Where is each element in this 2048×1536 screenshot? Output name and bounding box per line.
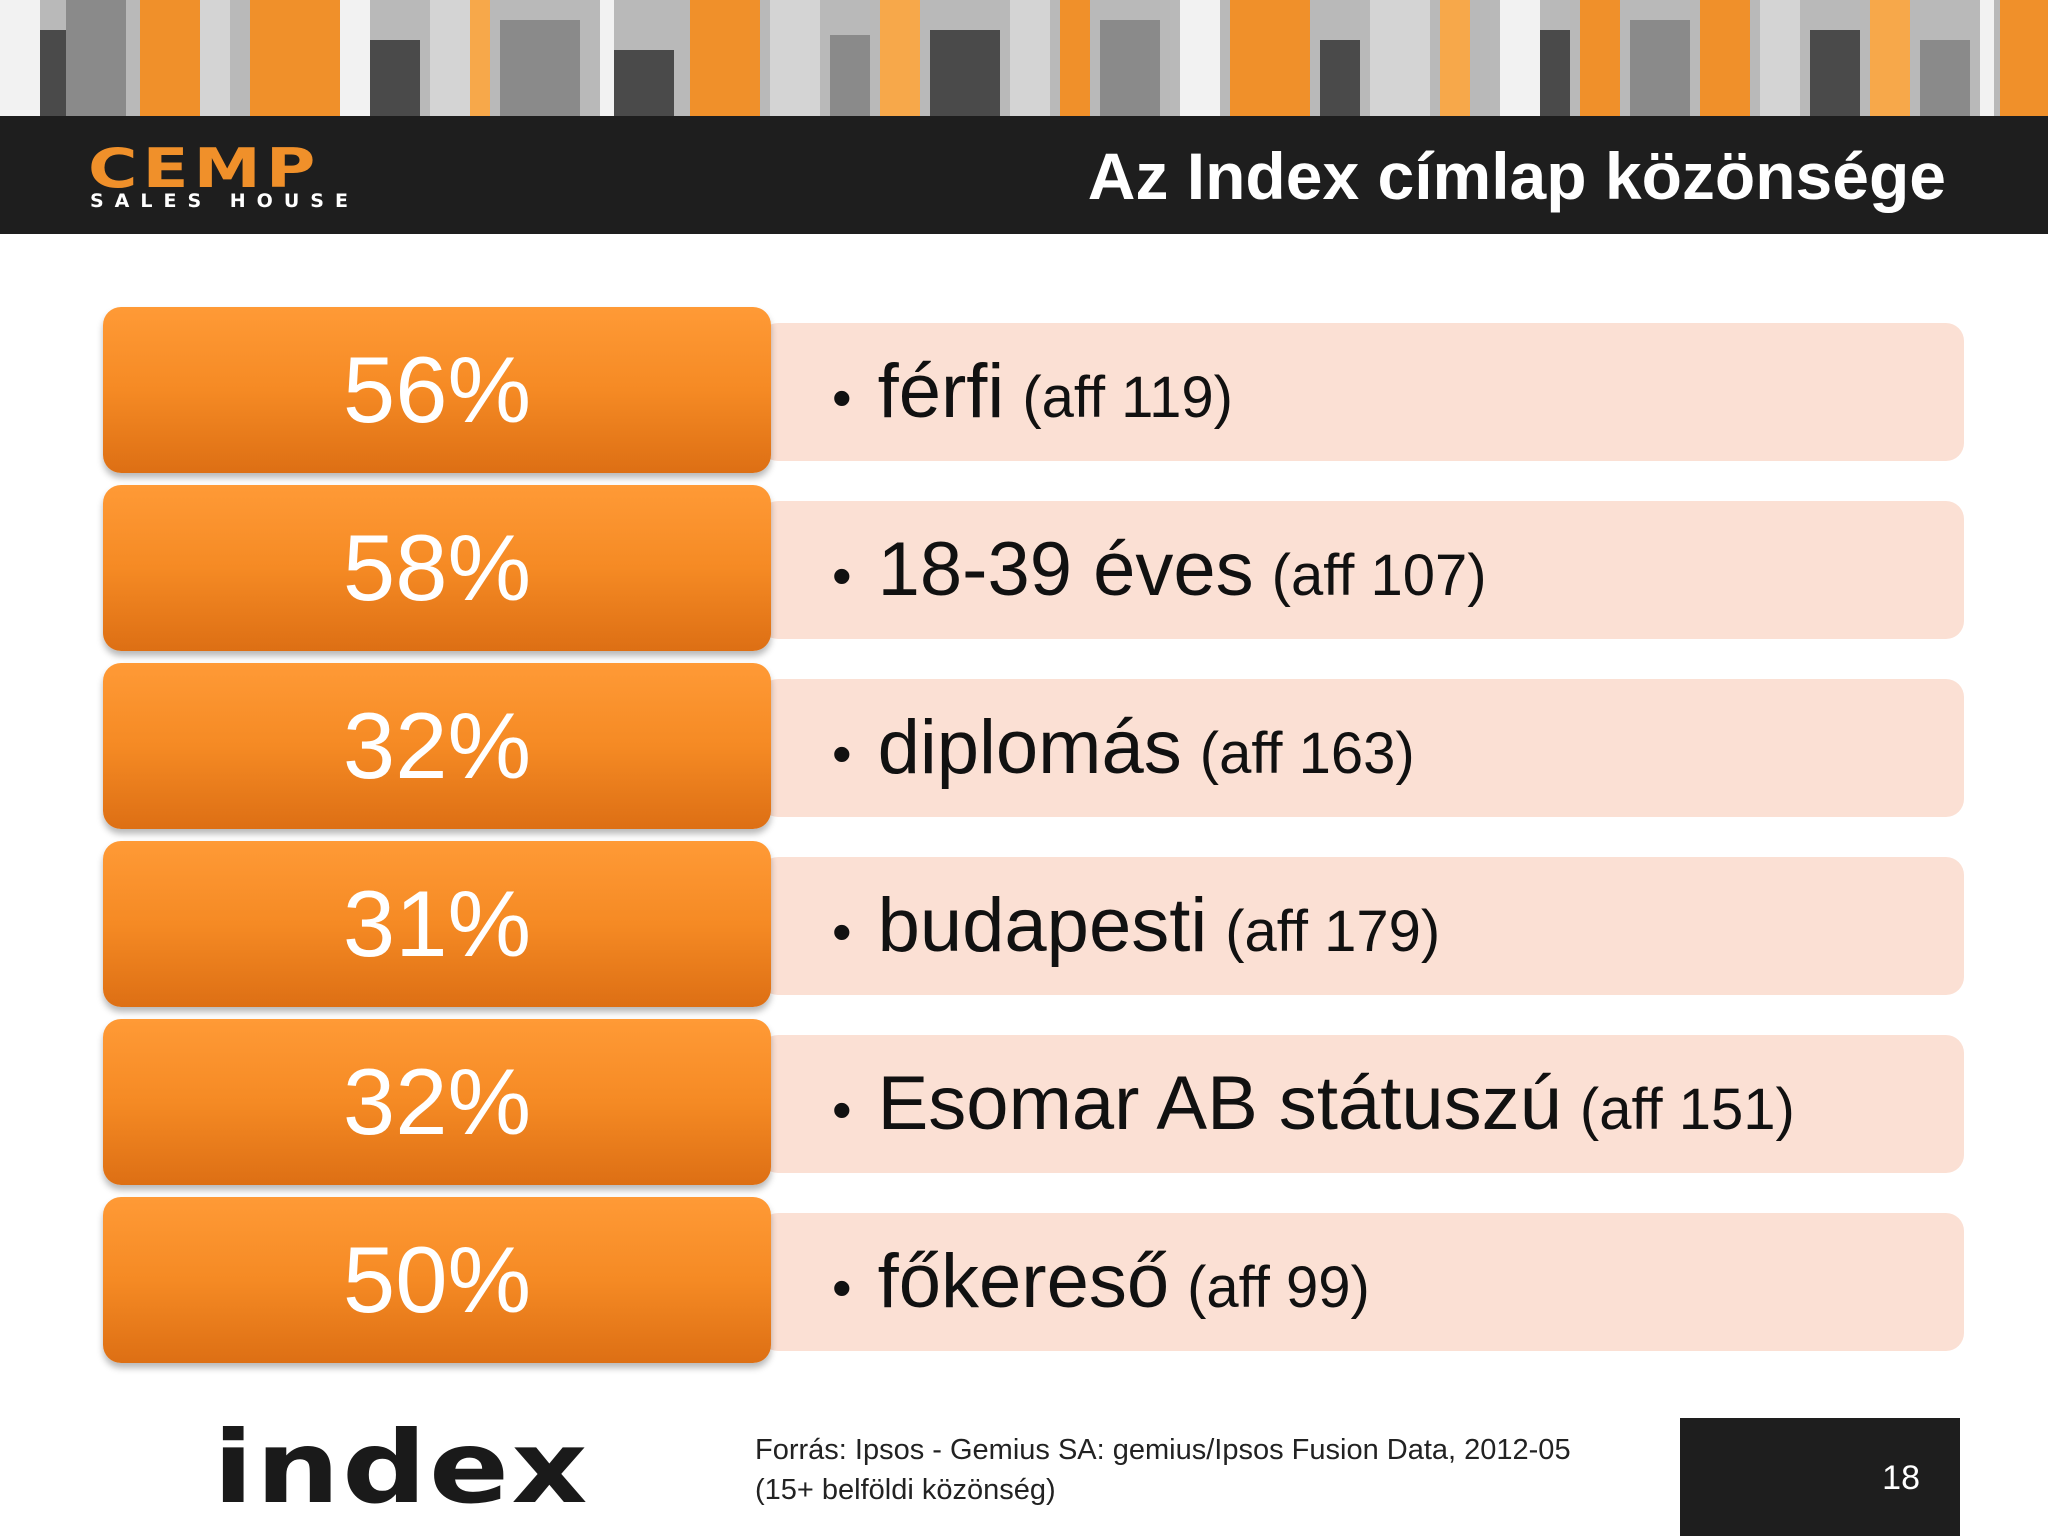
stat-row: 31% • budapesti (aff 179) <box>0 841 2048 1019</box>
stat-label: diplomás <box>877 705 1182 790</box>
stat-affinity: (aff 151) <box>1579 1077 1795 1142</box>
bullet-icon: • <box>832 722 852 785</box>
bullet-icon: • <box>832 900 852 963</box>
stat-percent-box: 50% <box>103 1197 771 1363</box>
bullet-icon: • <box>832 366 852 429</box>
stat-text: • Esomar AB státuszú (aff 151) <box>832 1035 1795 1173</box>
stat-percent-box: 58% <box>103 485 771 651</box>
stat-percent-box: 56% <box>103 307 771 473</box>
page-number-box: 18 <box>1680 1418 1960 1536</box>
source-note: Forrás: Ipsos - Gemius SA: gemius/Ipsos … <box>755 1430 1571 1510</box>
source-line-2: (15+ belföldi közönség) <box>755 1474 1056 1506</box>
stat-text-panel <box>760 857 1964 995</box>
bullet-icon: • <box>832 544 852 607</box>
stat-label: főkereső <box>877 1239 1170 1324</box>
stat-text-panel <box>760 501 1964 639</box>
cemp-logo-word: CEMP <box>88 137 321 200</box>
decorative-header-band <box>0 0 2048 116</box>
stat-percent-box: 32% <box>103 1019 771 1185</box>
stat-affinity: (aff 179) <box>1225 899 1441 964</box>
source-line-1: Forrás: Ipsos - Gemius SA: gemius/Ipsos … <box>755 1434 1571 1466</box>
stat-row: 50% • főkereső (aff 99) <box>0 1197 2048 1375</box>
stat-text: • 18-39 éves (aff 107) <box>832 501 1487 639</box>
bullet-icon: • <box>832 1078 852 1141</box>
stat-row: 32% • Esomar AB státuszú (aff 151) <box>0 1019 2048 1197</box>
stat-percent-box: 32% <box>103 663 771 829</box>
bullet-icon: • <box>832 1256 852 1319</box>
stat-affinity: (aff 163) <box>1199 721 1415 786</box>
stat-text-panel <box>760 1035 1964 1173</box>
index-logo: index <box>213 1409 590 1526</box>
stat-affinity: (aff 99) <box>1187 1255 1370 1320</box>
stat-text: • főkereső (aff 99) <box>832 1213 1370 1351</box>
stat-percent-box: 31% <box>103 841 771 1007</box>
stat-affinity: (aff 119) <box>1022 365 1233 430</box>
stat-text-panel <box>760 1213 1964 1351</box>
header-bar <box>0 116 2048 234</box>
stat-row: 32% • diplomás (aff 163) <box>0 663 2048 841</box>
stat-text: • budapesti (aff 179) <box>832 857 1440 995</box>
stat-text-panel <box>760 679 1964 817</box>
stat-label: férfi <box>877 349 1005 434</box>
cemp-sales-house-logo: CEMP SALES HOUSE <box>88 142 368 213</box>
stat-text-panel <box>760 323 1964 461</box>
slide-title: Az Index címlap közönsége <box>1087 139 1946 213</box>
stat-label: 18-39 éves <box>877 527 1254 612</box>
stat-row: 56% • férfi (aff 119) <box>0 307 2048 485</box>
stat-label: Esomar AB státuszú <box>877 1061 1562 1146</box>
stat-affinity: (aff 107) <box>1271 543 1487 608</box>
stat-text: • diplomás (aff 163) <box>832 679 1415 817</box>
stat-text: • férfi (aff 119) <box>832 323 1233 461</box>
stat-row: 58% • 18-39 éves (aff 107) <box>0 485 2048 663</box>
cemp-logo-tagline: SALES HOUSE <box>90 190 359 212</box>
stat-label: budapesti <box>877 883 1208 968</box>
page-number: 18 <box>1882 1459 1920 1497</box>
